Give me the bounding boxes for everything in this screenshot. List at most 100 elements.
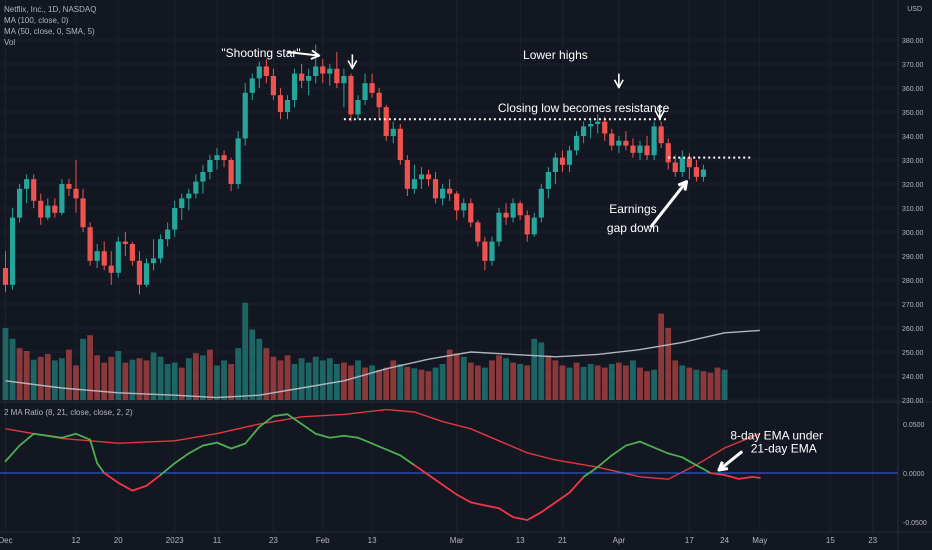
- candle-body: [108, 265, 114, 273]
- candle: [510, 198, 516, 223]
- ratio-segment: [455, 493, 472, 504]
- time-tick-label: Apr: [613, 536, 626, 545]
- candle-body: [122, 241, 128, 244]
- candle-body: [644, 145, 650, 156]
- candle-body: [475, 222, 481, 242]
- candle-body: [87, 227, 93, 261]
- volume-bar: [545, 355, 552, 400]
- volume-bar: [418, 369, 425, 400]
- volume-bar: [658, 313, 665, 400]
- time-tick-label: 13: [368, 536, 377, 545]
- candle-body: [397, 128, 403, 160]
- candle-body: [73, 188, 79, 199]
- volume-bar: [601, 367, 608, 400]
- volume-bar: [707, 372, 714, 400]
- candle: [9, 208, 16, 290]
- candle: [383, 104, 389, 141]
- price-tick-label: 230.00: [902, 398, 924, 405]
- arrow-head: [347, 60, 358, 70]
- ema-cross-arrow: [717, 450, 744, 472]
- candle-body: [186, 193, 192, 199]
- candle-body: [172, 208, 178, 230]
- candle: [221, 150, 227, 168]
- volume-bar: [305, 362, 312, 400]
- arrow-head: [613, 79, 624, 89]
- candle: [87, 222, 93, 266]
- ratio-tick-label: 0.0500: [903, 422, 925, 429]
- ratio-segment: [216, 441, 233, 450]
- candle: [59, 179, 65, 216]
- candle-body: [454, 193, 460, 211]
- ratio-tick-label: 0.0000: [903, 471, 925, 478]
- ratio-segment: [4, 444, 21, 463]
- candle: [45, 198, 51, 220]
- ratio-segment: [709, 472, 726, 476]
- candle: [517, 200, 523, 220]
- volume-bar: [510, 362, 516, 400]
- volume-bar: [615, 362, 622, 400]
- ratio-segment: [61, 432, 77, 439]
- ratio-segment: [751, 476, 761, 479]
- volume-bar: [432, 367, 439, 400]
- down-arrow-icon: [613, 73, 624, 89]
- candle-body: [284, 100, 291, 112]
- ratio-segment: [498, 507, 514, 518]
- candle: [440, 184, 446, 206]
- candle-body: [693, 167, 699, 177]
- ratio-segment: [357, 436, 374, 445]
- candle: [496, 208, 502, 247]
- arrow-head: [654, 110, 665, 120]
- candle-body: [66, 184, 72, 189]
- candle-body: [299, 73, 305, 81]
- candle-body: [327, 68, 333, 74]
- ratio-segment: [681, 456, 698, 467]
- volume-bar: [80, 338, 86, 400]
- candle-body: [581, 126, 587, 136]
- candle-body: [80, 198, 86, 228]
- candle: [263, 59, 269, 84]
- candle: [447, 179, 453, 201]
- volume-bar: [178, 367, 185, 400]
- candle-body: [235, 138, 241, 184]
- candle-body: [524, 215, 530, 235]
- candle: [249, 73, 255, 100]
- candle-body: [17, 188, 23, 218]
- volume-bar: [559, 365, 566, 400]
- candle-body: [545, 172, 551, 189]
- volume-bar: [489, 360, 495, 400]
- price-tick-label: 320.00: [902, 182, 924, 189]
- candle-body: [531, 217, 537, 235]
- volume-bar: [376, 369, 383, 400]
- candle-body: [193, 181, 199, 194]
- candle-body: [468, 203, 474, 223]
- ratio-segment: [173, 452, 190, 465]
- volume-bar: [37, 356, 44, 400]
- candle: [341, 68, 347, 108]
- candle: [17, 184, 23, 223]
- candle: [630, 138, 636, 158]
- currency-label: USD: [907, 6, 922, 13]
- ratio-segment: [554, 491, 571, 504]
- volume-bar: [496, 355, 502, 400]
- candle-body: [489, 241, 495, 261]
- candle: [228, 157, 234, 192]
- ratio-segment: [272, 413, 289, 418]
- volume-bar: [425, 371, 432, 400]
- volume-legend: Vol: [4, 38, 16, 47]
- volume-bar: [665, 328, 672, 400]
- candle-body: [404, 160, 410, 189]
- candle-body: [390, 128, 396, 136]
- candle: [136, 251, 143, 295]
- candle: [31, 174, 37, 208]
- ratio-segment: [512, 516, 529, 521]
- candle-body: [355, 100, 361, 115]
- candle-body: [623, 140, 629, 146]
- candle: [101, 241, 107, 271]
- price-tick-label: 300.00: [902, 230, 924, 237]
- candle-body: [658, 126, 664, 144]
- volume-bar: [411, 368, 418, 400]
- time-tick-label: 12: [72, 536, 81, 545]
- candle: [623, 131, 629, 151]
- candle-body: [94, 251, 100, 261]
- candle-body: [320, 66, 326, 74]
